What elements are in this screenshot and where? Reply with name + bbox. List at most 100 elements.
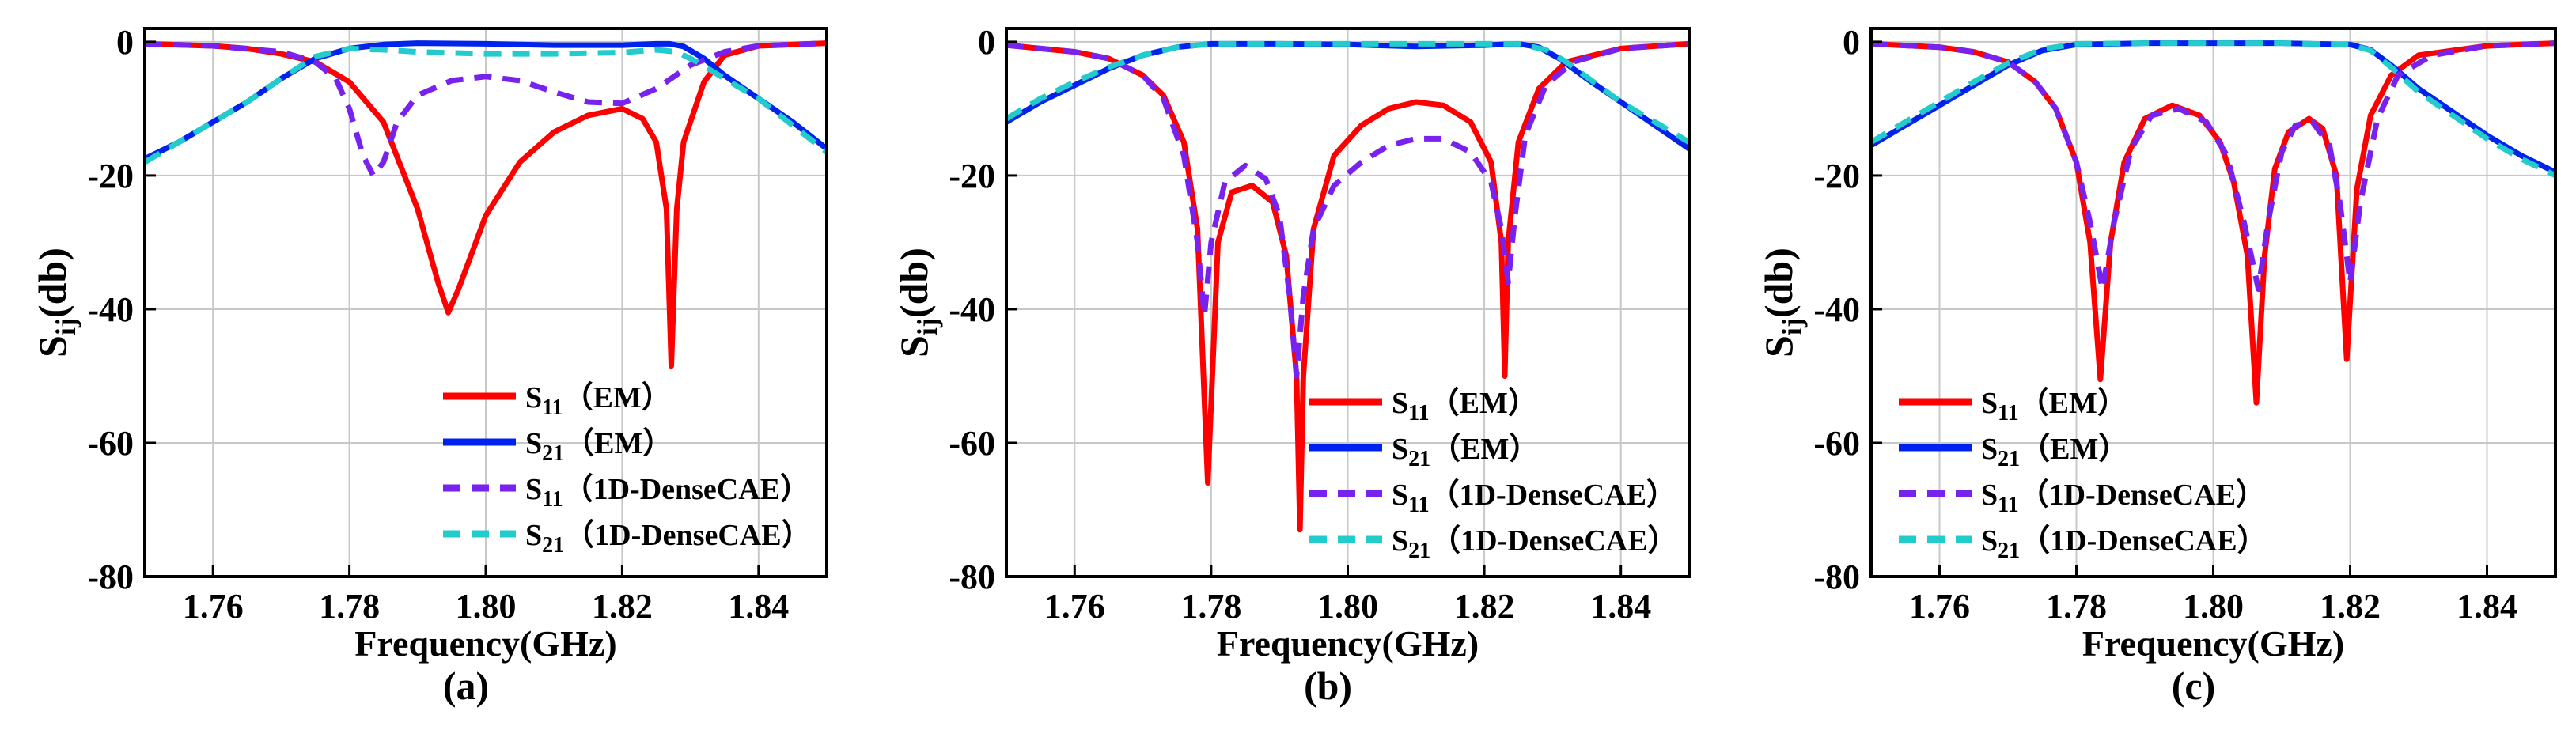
legend-entry: S11（1D-DenseCAE）: [525, 473, 810, 512]
legend-subscript: 11: [1408, 493, 1429, 517]
y-tick-label: -80: [949, 558, 995, 596]
legend-method: （1D-DenseCAE）: [1430, 478, 1676, 512]
legend-method: （EM）: [1430, 387, 1538, 420]
x-tick-label: 1.80: [456, 587, 517, 626]
legend-symbol: S: [525, 381, 542, 414]
legend-symbol: S: [525, 427, 542, 460]
legend-method: （1D-DenseCAE）: [564, 519, 811, 552]
chart-panel-2: 1.76 1.78 1.80 1.82 1.84 0 -20 -40 -60 -80 Frequen…: [892, 23, 1691, 708]
legend-subscript: 21: [542, 533, 564, 558]
y-tick-label: 0: [116, 23, 134, 62]
legend-method: （EM）: [564, 427, 672, 460]
legend-method: （EM）: [1430, 433, 1539, 466]
legend: S11（EM）S21（EM）S11（1D-DenseCAE）S21（1D-Den…: [1309, 387, 1678, 563]
panel-label: (c): [2172, 664, 2216, 708]
series-line-s11-densecae: [1871, 40, 2555, 293]
y-tick-label: 0: [978, 23, 995, 62]
series-line-s21-densecae: [145, 45, 827, 165]
legend-entry: S21（1D-DenseCAE）: [1981, 524, 2267, 563]
x-tick-label: 1.84: [1590, 587, 1651, 626]
legend-subscript: 21: [1998, 539, 2020, 563]
legend-subscript: 11: [1998, 493, 2018, 517]
y-tick-label: 0: [1843, 23, 1860, 62]
legend: S11（EM）S21（EM）S11（1D-DenseCAE）S21（1D-Den…: [1899, 387, 2267, 563]
legend-entry: S21（1D-DenseCAE）: [525, 519, 812, 558]
panel-label: (a): [443, 664, 489, 708]
chart-panel-1: 1.76 1.78 1.80 1.82 1.84 0 -20 -40 -60 -80 Frequen…: [30, 23, 828, 708]
legend-subscript: 11: [542, 487, 563, 512]
x-tick-label: 1.76: [1044, 587, 1105, 626]
legend-symbol: S: [1392, 478, 1408, 512]
legend: S11（EM）S21（EM）S11（1D-DenseCAE）S21（1D-Den…: [443, 381, 812, 558]
y-tick-label: -20: [949, 157, 995, 195]
y-tick-label: -20: [1813, 157, 1860, 195]
y-tick-label: -40: [1813, 290, 1860, 329]
y-tick-label: -20: [87, 157, 134, 195]
y-axis-label: Sij(db): [1756, 248, 1808, 357]
legend-method: （EM）: [563, 381, 672, 414]
x-tick-label: 1.76: [1909, 587, 1970, 626]
legend-symbol: S: [1981, 433, 1998, 466]
legend-symbol: S: [525, 473, 542, 506]
legend-method: （EM）: [2020, 433, 2128, 466]
legend-subscript: 21: [1408, 447, 1430, 471]
legend-subscript: 11: [542, 395, 563, 420]
y-axis-label: Sij(db): [30, 248, 81, 357]
legend-symbol: S: [1392, 433, 1408, 466]
x-axis-label: Frequency(GHz): [1217, 623, 1479, 664]
x-tick-label: 1.82: [1454, 587, 1515, 626]
legend-entry: S11（EM）: [1981, 387, 2127, 426]
legend-subscript: 11: [1998, 401, 2018, 426]
y-label-unit: (db): [892, 248, 936, 318]
series-line-s21-densecae: [1871, 40, 2555, 179]
x-axis-label: Frequency(GHz): [2082, 623, 2344, 664]
x-tick-label: 1.78: [1180, 587, 1241, 626]
legend-subscript: 21: [1998, 447, 2020, 471]
x-tick-label: 1.80: [2183, 587, 2244, 626]
series-line-s11-densecae: [1006, 40, 1689, 379]
y-label-main: S: [1756, 335, 1801, 357]
x-tick-label: 1.78: [2046, 587, 2107, 626]
y-label-main: S: [892, 335, 936, 357]
x-tick-label: 1.82: [592, 587, 653, 626]
legend-subscript: 11: [1408, 401, 1429, 426]
x-tick-label: 1.84: [2457, 587, 2517, 626]
legend-entry: S11（EM）: [525, 381, 672, 420]
legend-symbol: S: [525, 519, 542, 552]
legend-entry: S21（EM）: [525, 427, 672, 466]
y-label-unit: (db): [30, 248, 74, 318]
legend-symbol: S: [1981, 387, 1998, 420]
legend-symbol: S: [1981, 478, 1998, 512]
legend-subscript: 21: [542, 441, 564, 466]
x-tick-label: 1.80: [1317, 587, 1378, 626]
legend-symbol: S: [1392, 387, 1408, 420]
legend-symbol: S: [1981, 524, 1998, 558]
y-label-subscript: ij: [50, 318, 81, 335]
series-line-s11-densecae: [145, 40, 827, 179]
legend-entry: S11（EM）: [1392, 387, 1538, 426]
y-tick-label: -60: [1813, 424, 1860, 463]
y-label-subscript: ij: [1776, 318, 1808, 335]
legend-entry: S11（1D-DenseCAE）: [1392, 478, 1676, 517]
y-tick-label: -60: [87, 424, 134, 463]
chart-panel-3: 1.76 1.78 1.80 1.82 1.84 0 -20 -40 -60 -80 Frequen…: [1756, 23, 2557, 708]
y-tick-label: -80: [1813, 558, 1860, 596]
x-tick-label: 1.78: [319, 587, 380, 626]
y-label-subscript: ij: [911, 318, 943, 335]
y-tick-label: -40: [949, 290, 995, 329]
y-label-main: S: [30, 335, 74, 357]
y-tick-label: -60: [949, 424, 995, 463]
legend-method: （1D-DenseCAE）: [2019, 478, 2266, 512]
y-axis-label: Sij(db): [892, 248, 943, 357]
y-label-unit: (db): [1756, 248, 1801, 318]
legend-method: （EM）: [2019, 387, 2127, 420]
y-tick-label: -40: [87, 290, 134, 329]
legend-entry: S21（EM）: [1981, 433, 2128, 471]
legend-method: （1D-DenseCAE）: [2020, 524, 2267, 558]
legend-method: （1D-DenseCAE）: [1430, 524, 1677, 558]
legend-symbol: S: [1392, 524, 1408, 558]
legend-entry: S11（1D-DenseCAE）: [1981, 478, 2266, 517]
legend-subscript: 21: [1408, 539, 1430, 563]
x-tick-label: 1.76: [183, 587, 244, 626]
